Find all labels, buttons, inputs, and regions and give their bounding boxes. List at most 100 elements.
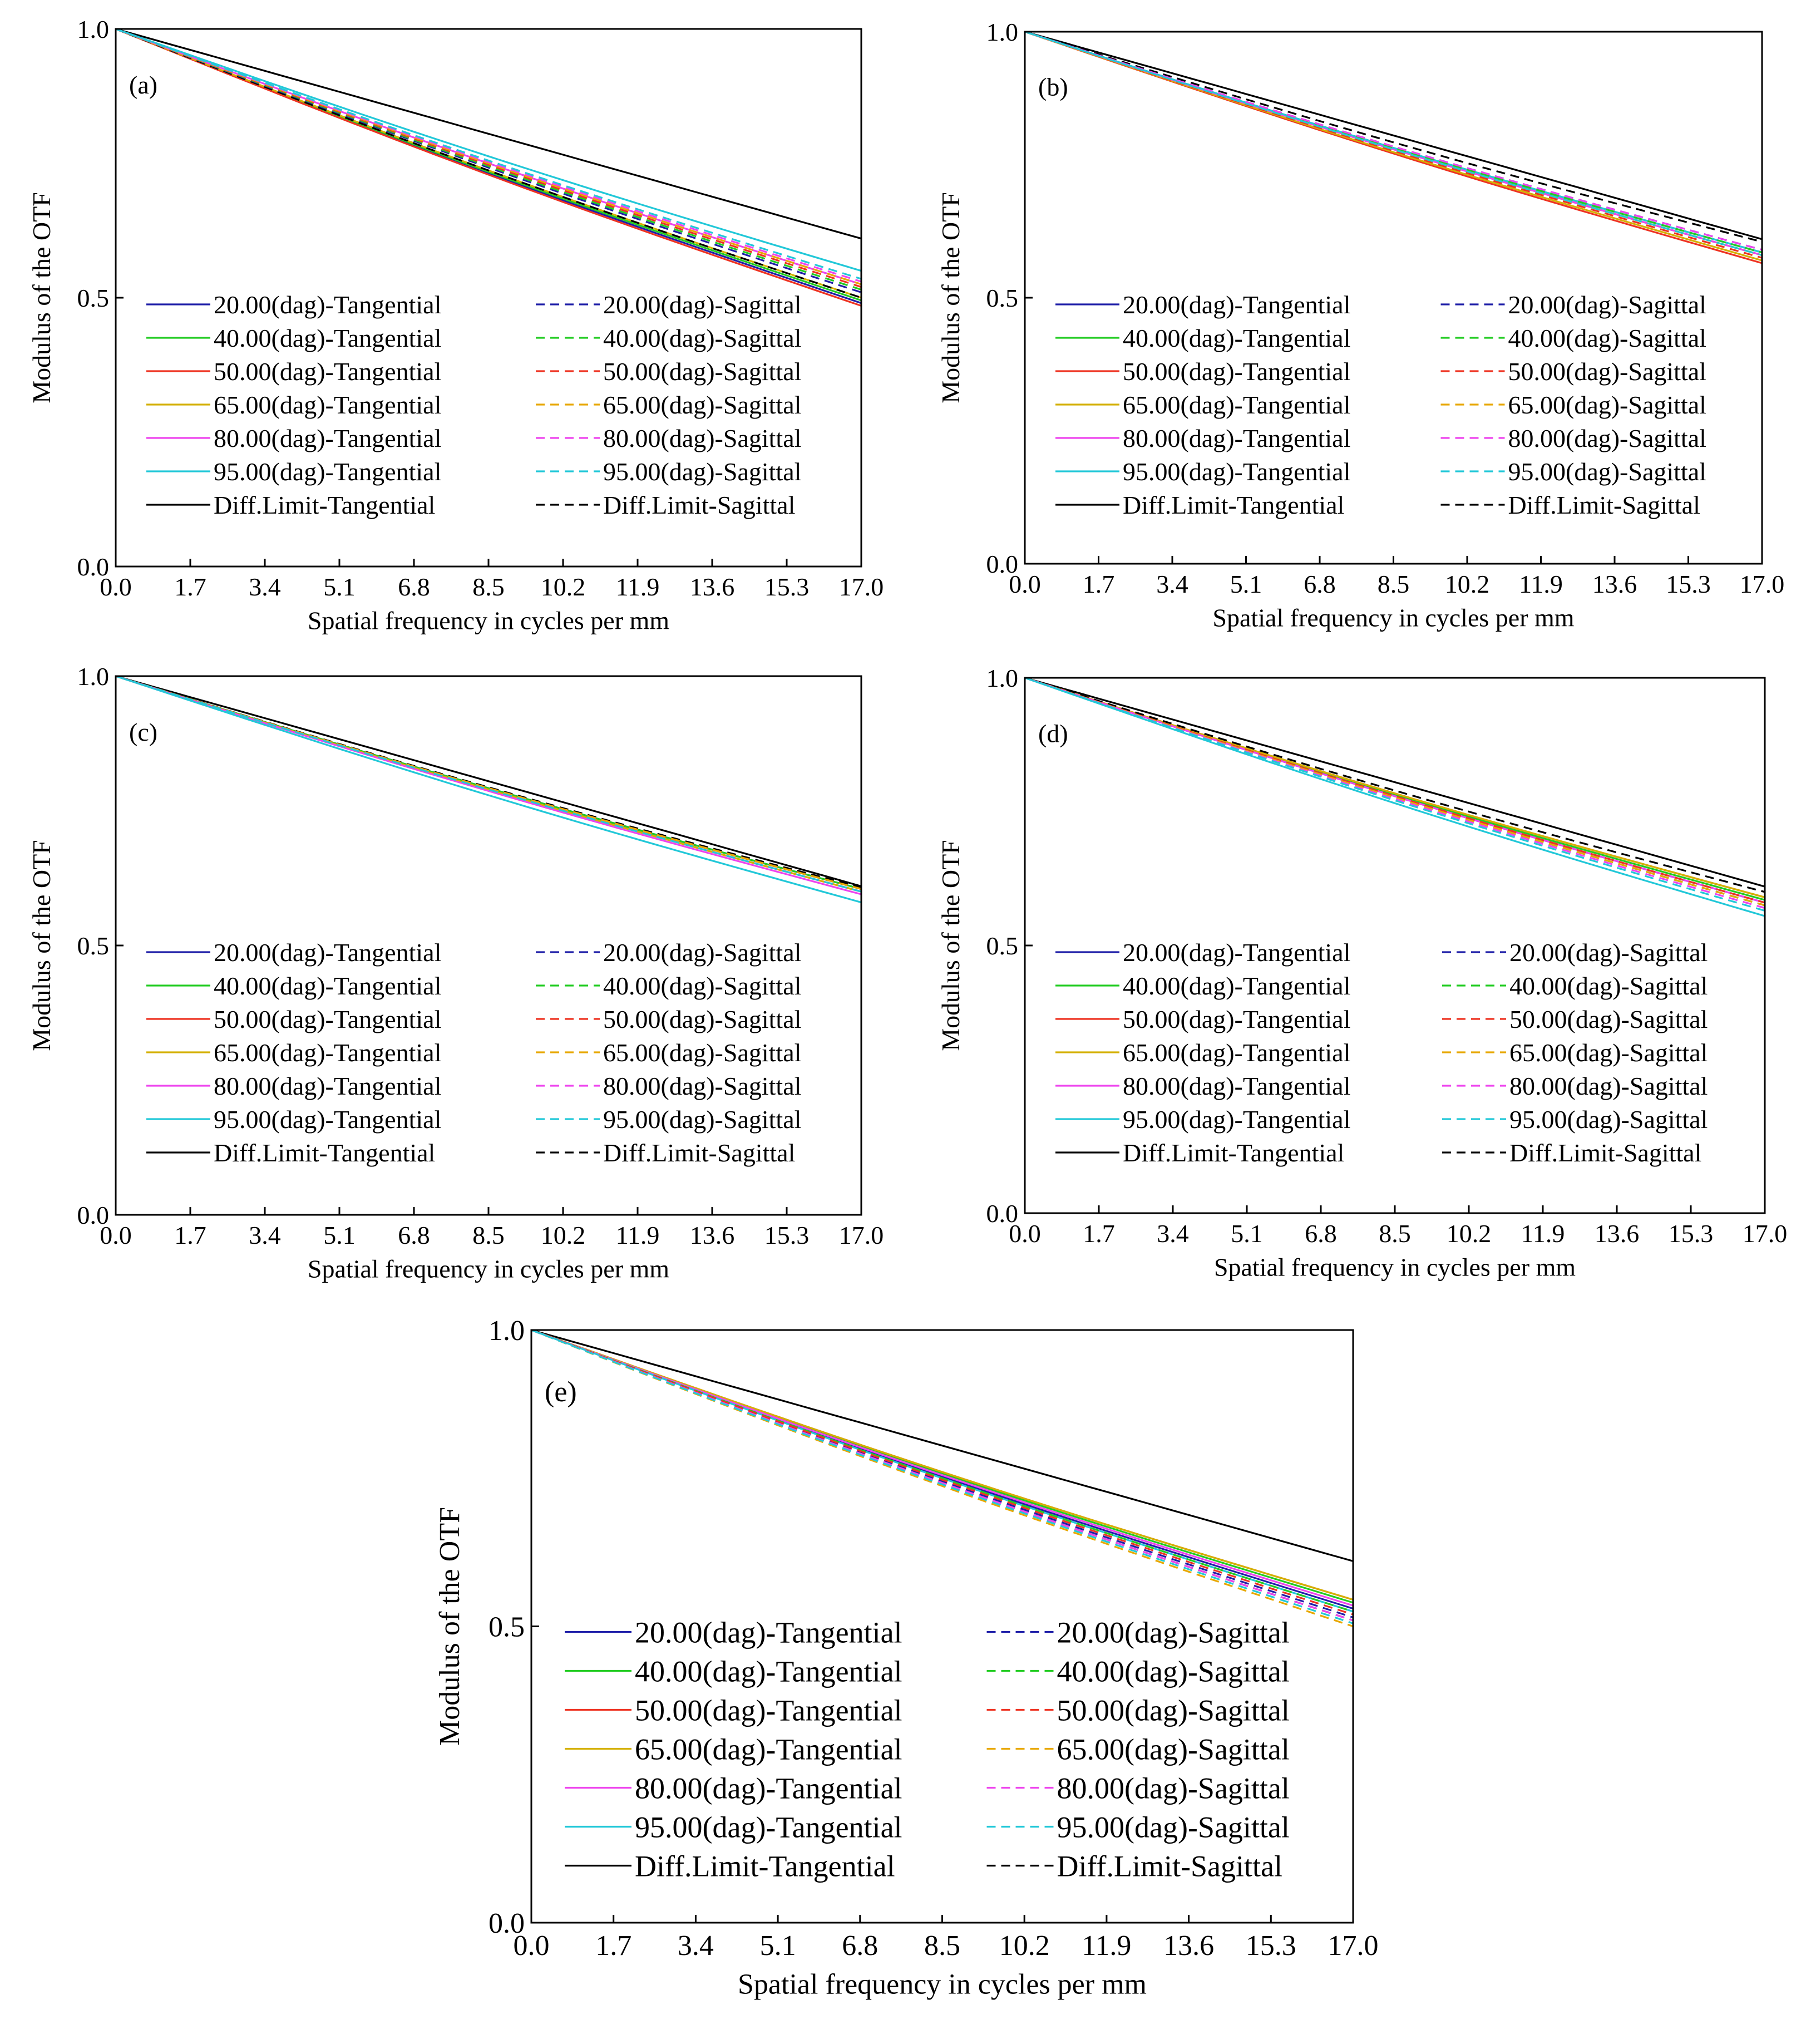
x-tick-label: 13.6 xyxy=(690,1221,735,1249)
x-tick-label: 6.8 xyxy=(398,573,430,601)
x-tick-label: 10.2 xyxy=(541,573,586,601)
legend-label-t95: 95.00(dag)-Tangential xyxy=(214,457,441,486)
y-tick-label: 0.0 xyxy=(986,1199,1019,1228)
x-tick-label: 10.2 xyxy=(541,1221,586,1249)
x-tick-label: 13.6 xyxy=(1592,570,1637,598)
legend-label-ds: Diff.Limit-Sagittal xyxy=(1509,1139,1701,1167)
legend-label-s65: 65.00(dag)-Sagittal xyxy=(1508,391,1706,419)
legend-label-t20: 20.00(dag)-Tangential xyxy=(214,290,441,319)
legend-label-t65: 65.00(dag)-Tangential xyxy=(1123,1038,1350,1067)
legend-label-s20: 20.00(dag)-Sagittal xyxy=(1509,938,1708,967)
legend-label-t65: 65.00(dag)-Tangential xyxy=(1123,391,1350,419)
legend: 20.00(dag)-Tangential 20.00(dag)-Sagittal… xyxy=(146,290,801,519)
x-tick-label: 8.5 xyxy=(472,573,505,601)
x-tick-label: 5.1 xyxy=(323,573,356,601)
panel-e: 0.0 1.7 3.4 5.1 6.8 8.5 10.2 11.9 13.6 15.3 17.0 0.… xyxy=(434,1315,1379,2000)
legend-label-t65: 65.00(dag)-Tangential xyxy=(214,391,441,419)
y-tick-label: 0.5 xyxy=(986,284,1019,312)
y-axis-label: Modulus of the OTF xyxy=(27,840,56,1051)
y-tick-label: 0.0 xyxy=(77,1201,110,1229)
series-line-s50 xyxy=(1024,31,1763,259)
series-line-s20 xyxy=(1024,31,1763,251)
x-tick-label: 0.0 xyxy=(514,1930,550,1962)
y-tick-label: 0.5 xyxy=(77,932,110,960)
x-tick-label: 0.0 xyxy=(100,573,132,601)
x-tick-label: 17.0 xyxy=(1328,1930,1379,1962)
legend-label-s65: 65.00(dag)-Sagittal xyxy=(603,1038,801,1067)
y-tick-label: 0.0 xyxy=(488,1908,525,1939)
x-axis-label: Spatial frequency in cycles per mm xyxy=(308,1255,669,1283)
x-tick-label: 8.5 xyxy=(1378,570,1410,598)
x-tick-label: 17.0 xyxy=(839,1221,884,1249)
x-tick-label: 13.6 xyxy=(1163,1930,1214,1962)
legend-label-ds: Diff.Limit-Sagittal xyxy=(1508,491,1700,519)
legend-label-s40: 40.00(dag)-Sagittal xyxy=(1508,324,1706,352)
legend-label-s20: 20.00(dag)-Sagittal xyxy=(1508,290,1706,319)
panel-b: 0.0 1.7 3.4 5.1 6.8 8.5 10.2 11.9 13.6 15.3 17.0 0.… xyxy=(936,18,1784,632)
series-line-dt xyxy=(115,28,862,240)
x-tick-label: 1.7 xyxy=(174,1221,206,1249)
legend-label-t65: 65.00(dag)-Tangential xyxy=(635,1732,902,1766)
panel-label: (a) xyxy=(129,71,157,99)
x-tick-label: 15.3 xyxy=(764,1221,810,1249)
legend-label-s80: 80.00(dag)-Sagittal xyxy=(1508,424,1706,452)
legend-label-t95: 95.00(dag)-Tangential xyxy=(635,1810,902,1844)
legend-label-s95: 95.00(dag)-Sagittal xyxy=(603,1105,801,1134)
x-tick-label: 5.1 xyxy=(323,1221,356,1249)
series-line-t65 xyxy=(1024,31,1763,262)
legend-label-t40: 40.00(dag)-Tangential xyxy=(635,1654,902,1688)
x-tick-label: 1.7 xyxy=(1083,1219,1115,1248)
legend-label-s95: 95.00(dag)-Sagittal xyxy=(603,457,801,486)
legend-label-t20: 20.00(dag)-Tangential xyxy=(214,938,441,967)
legend-label-s40: 40.00(dag)-Sagittal xyxy=(603,972,801,1000)
legend-label-s40: 40.00(dag)-Sagittal xyxy=(1057,1654,1290,1688)
legend-label-t95: 95.00(dag)-Tangential xyxy=(214,1105,441,1134)
series-line-t50 xyxy=(531,1329,1354,1601)
legend-label-s20: 20.00(dag)-Sagittal xyxy=(1057,1616,1290,1649)
x-tick-label: 17.0 xyxy=(1740,570,1785,598)
y-axis-label: Modulus of the OTF xyxy=(936,192,965,403)
legend-label-s50: 50.00(dag)-Sagittal xyxy=(1057,1693,1290,1727)
panel-a: 0.0 1.7 3.4 5.1 6.8 8.5 10.2 11.9 13.6 15.3 17.0 0.… xyxy=(27,15,884,635)
x-tick-label: 1.7 xyxy=(174,573,206,601)
series-line-t95 xyxy=(1024,677,1765,917)
legend-label-s65: 65.00(dag)-Sagittal xyxy=(1057,1732,1290,1766)
legend-label-t80: 80.00(dag)-Tangential xyxy=(635,1771,902,1805)
panel-label: (d) xyxy=(1038,719,1068,747)
x-axis-label: Spatial frequency in cycles per mm xyxy=(308,607,669,635)
x-tick-label: 5.1 xyxy=(1230,570,1262,598)
legend-label-t40: 40.00(dag)-Tangential xyxy=(1123,972,1350,1000)
legend-label-t50: 50.00(dag)-Tangential xyxy=(1123,357,1350,386)
legend-label-s20: 20.00(dag)-Sagittal xyxy=(603,290,801,319)
x-tick-label: 15.3 xyxy=(1246,1930,1296,1962)
series-line-dt xyxy=(531,1329,1354,1562)
series-line-s80 xyxy=(1024,31,1763,251)
x-tick-label: 11.9 xyxy=(616,1221,660,1249)
x-tick-label: 1.7 xyxy=(1083,570,1115,598)
x-tick-label: 11.9 xyxy=(1082,1930,1131,1962)
x-tick-label: 0.0 xyxy=(100,1221,132,1249)
series-line-s50 xyxy=(531,1329,1354,1616)
x-axis-label: Spatial frequency in cycles per mm xyxy=(1214,1253,1576,1282)
x-tick-label: 10.2 xyxy=(1445,570,1490,598)
series-line-t65 xyxy=(531,1329,1354,1601)
legend-label-t20: 20.00(dag)-Tangential xyxy=(1123,938,1350,967)
legend-label-dt: Diff.Limit-Tangential xyxy=(635,1849,895,1883)
x-tick-label: 11.9 xyxy=(616,573,660,601)
x-tick-label: 8.5 xyxy=(472,1221,505,1249)
x-axis-label: Spatial frequency in cycles per mm xyxy=(1212,604,1574,632)
x-tick-label: 0.0 xyxy=(1009,1219,1041,1248)
legend-label-t65: 65.00(dag)-Tangential xyxy=(214,1038,441,1067)
legend-label-s50: 50.00(dag)-Sagittal xyxy=(603,357,801,386)
legend-label-s50: 50.00(dag)-Sagittal xyxy=(1509,1005,1708,1033)
legend-label-t40: 40.00(dag)-Tangential xyxy=(214,972,441,1000)
legend-label-dt: Diff.Limit-Tangential xyxy=(1123,491,1344,519)
x-tick-label: 15.3 xyxy=(1666,570,1711,598)
series-line-t50 xyxy=(1024,677,1765,898)
legend-label-s20: 20.00(dag)-Sagittal xyxy=(603,938,801,967)
x-tick-label: 11.9 xyxy=(1519,570,1563,598)
legend: 20.00(dag)-Tangential 20.00(dag)-Sagittal… xyxy=(1055,290,1706,519)
legend-label-t20: 20.00(dag)-Tangential xyxy=(635,1616,902,1649)
y-axis-label: Modulus of the OTF xyxy=(434,1507,466,1746)
